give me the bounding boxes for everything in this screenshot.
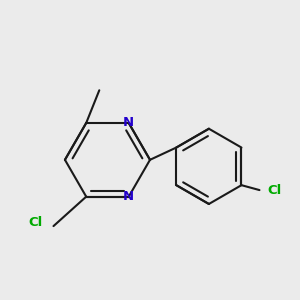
Text: Cl: Cl: [28, 216, 43, 229]
Text: Cl: Cl: [267, 184, 281, 196]
Text: N: N: [123, 116, 134, 130]
Text: N: N: [123, 190, 134, 203]
